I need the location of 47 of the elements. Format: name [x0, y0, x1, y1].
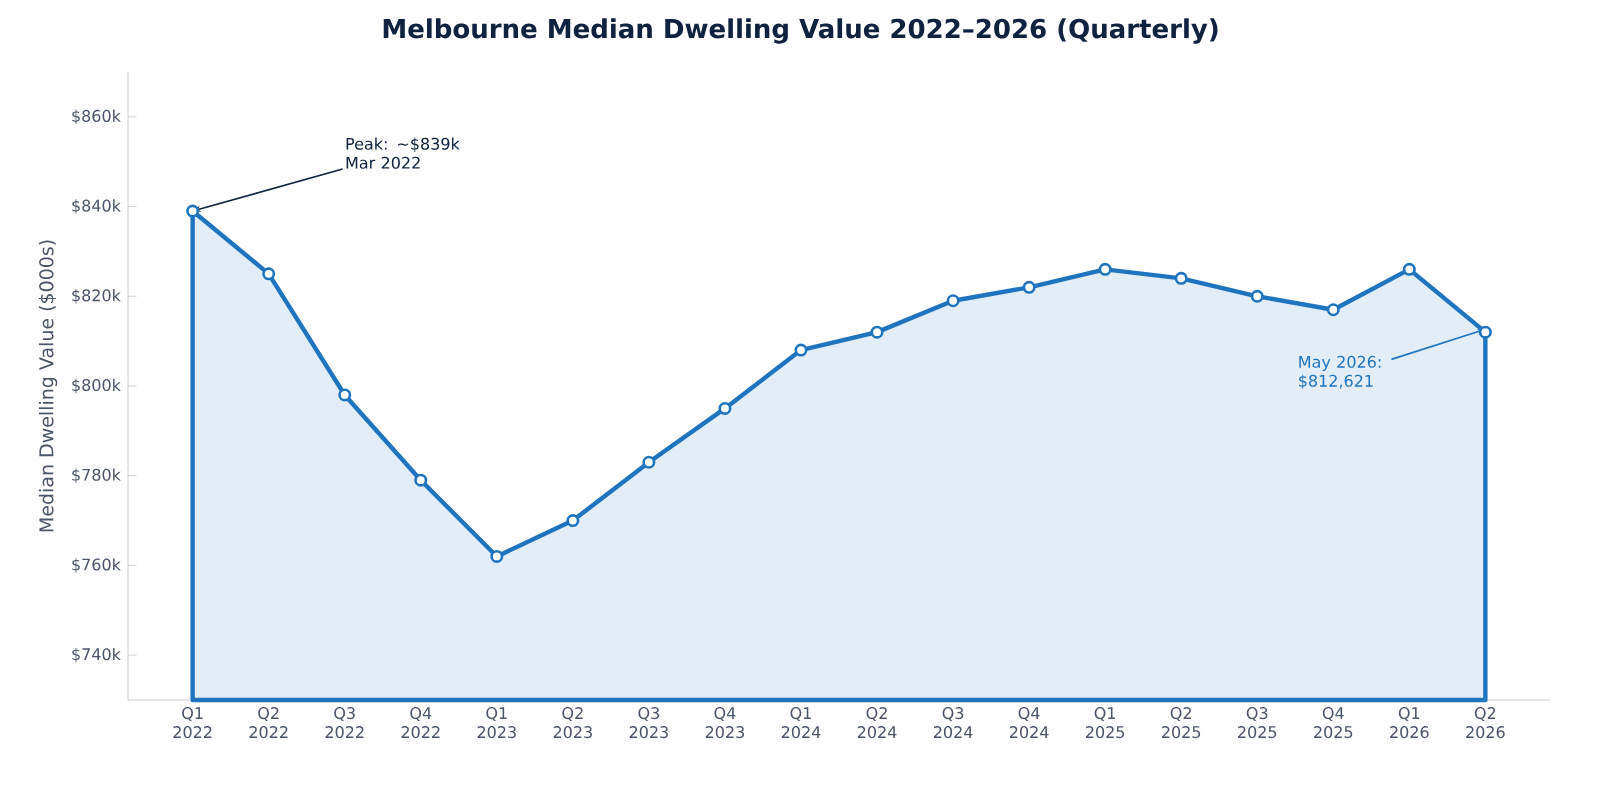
x-tick-label: Q1 2026	[1390, 707, 1429, 739]
point	[1478, 325, 1492, 339]
y-tick-label: $760k	[72, 558, 121, 573]
x-tick-label: Q1 2024	[781, 707, 821, 739]
x-tick-label: Q1 2025	[1085, 707, 1125, 739]
annotation: Peak: ~$839k Mar 2022	[346, 137, 460, 169]
x-tick-label: Q2 2023	[553, 707, 592, 739]
x-tick-label: Q3 2023	[629, 707, 668, 739]
y-tick-label: $860k	[72, 109, 121, 125]
x-tick-label: Q4 2024	[1009, 707, 1049, 739]
y-axis-title: Median Dwelling Value ($000s)	[38, 240, 58, 532]
point	[1250, 289, 1264, 303]
x-tick-label: Q4 2023	[705, 707, 745, 739]
point	[262, 267, 276, 281]
point	[1022, 280, 1036, 294]
y-tick-label: $840k	[72, 199, 121, 214]
point	[338, 388, 352, 402]
point	[186, 204, 200, 218]
point	[642, 455, 656, 469]
x-tick-label: Q1 2022	[173, 707, 212, 739]
y-tick-label: $780k	[72, 468, 121, 483]
x-tick-label: Q3 2024	[933, 707, 973, 739]
point	[566, 514, 580, 528]
point	[490, 549, 504, 563]
point	[794, 343, 808, 357]
point	[1174, 271, 1188, 285]
x-tick-label: Q2 2024	[857, 707, 897, 739]
x-tick-label: Q2 2025	[1162, 707, 1201, 739]
x-tick-label: Q3 2025	[1238, 707, 1277, 739]
y-tick-label: $820k	[72, 289, 121, 304]
annotation: May 2026: $812,621	[1299, 355, 1381, 389]
point	[414, 473, 428, 487]
point	[946, 294, 960, 308]
y-tick-label: $800k	[72, 378, 121, 394]
x-tick-label: Q4 2025	[1314, 707, 1353, 739]
x-tick-label: Q4 2022	[401, 707, 440, 739]
x-tick-label: Q1 2023	[477, 707, 516, 739]
y-tick-label: $740k	[72, 647, 121, 663]
x-tick-label: Q3 2022	[325, 707, 364, 739]
point	[1098, 262, 1112, 276]
point	[1326, 303, 1340, 317]
point	[1402, 262, 1416, 276]
x-tick-label: Q2 2022	[249, 707, 288, 739]
x-tick-label: Q2 2026	[1466, 707, 1505, 739]
point	[870, 325, 884, 339]
chart-title: Melbourne Median Dwelling Value 2022–2026 (Quarterly)	[383, 18, 1218, 44]
point	[718, 401, 732, 415]
